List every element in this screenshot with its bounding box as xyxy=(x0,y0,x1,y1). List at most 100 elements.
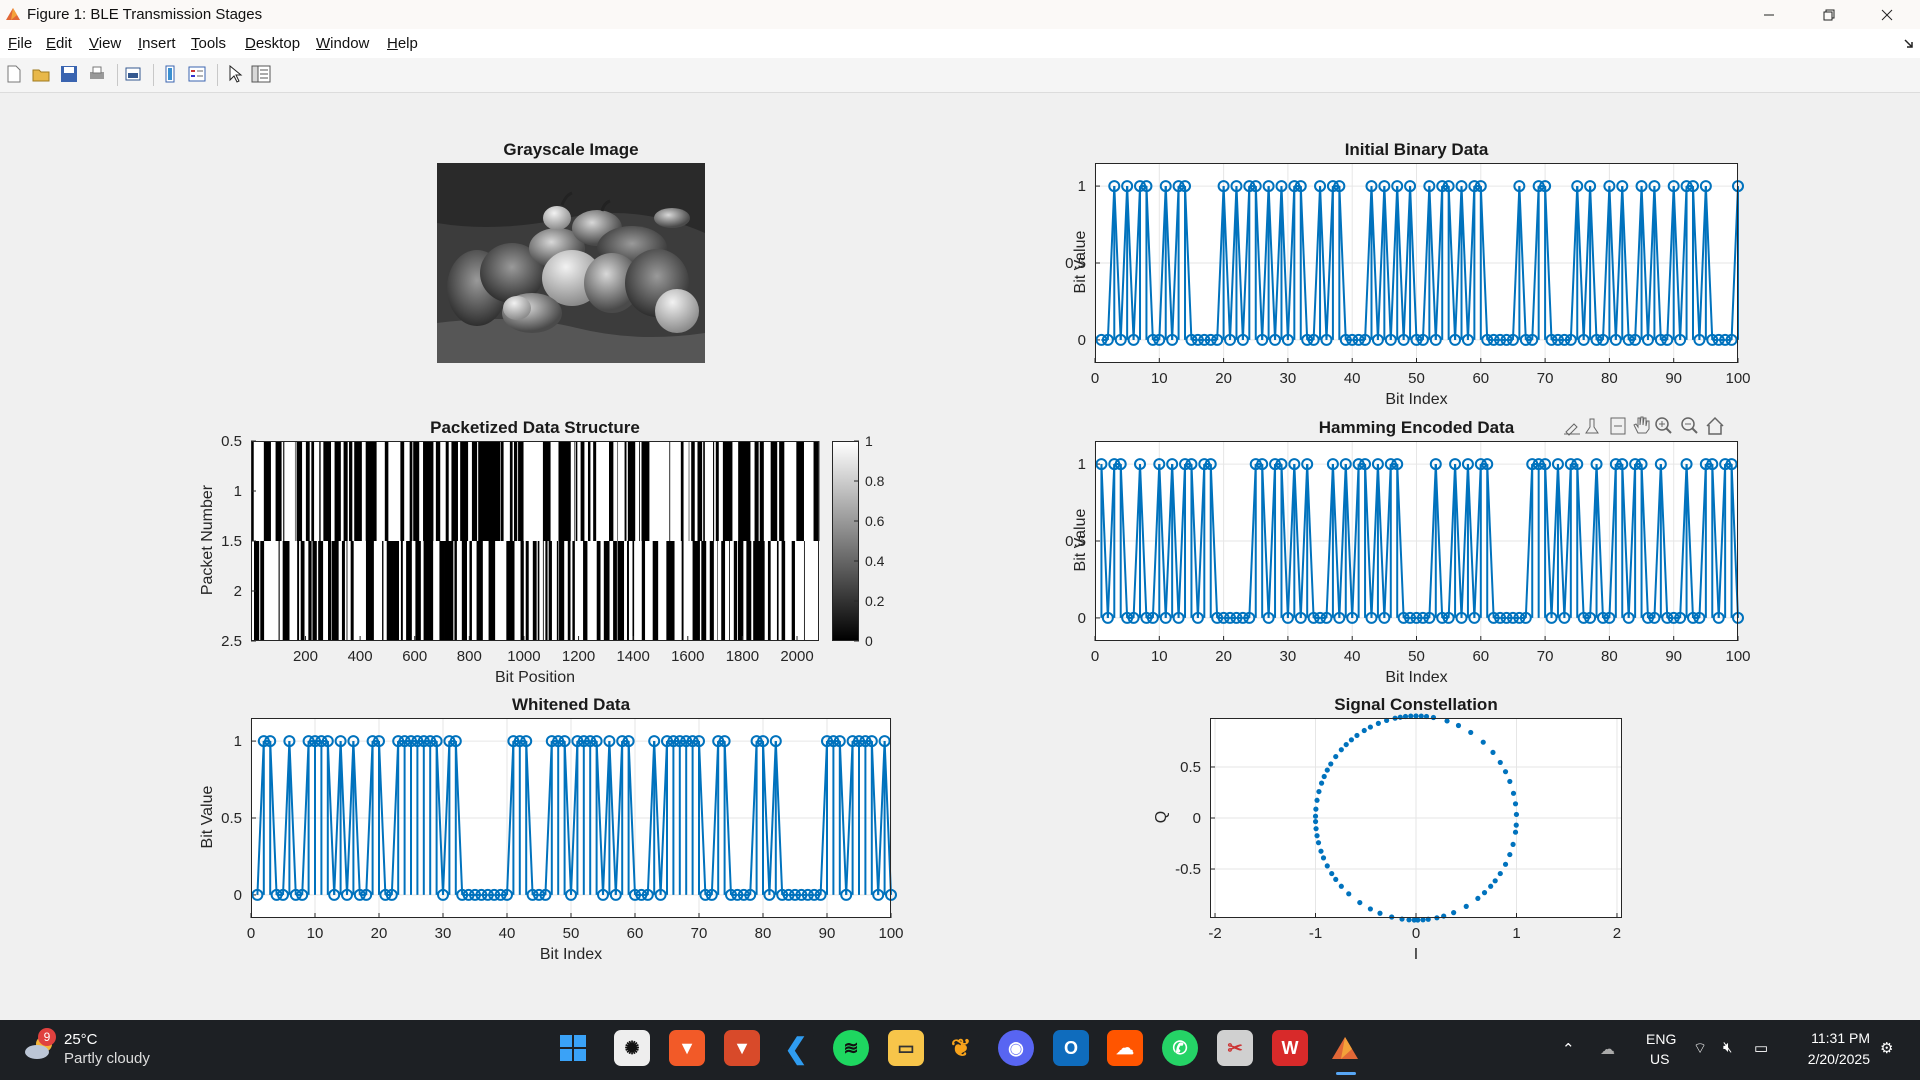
heatmap-cell xyxy=(697,441,701,541)
notification-icon[interactable]: ⚙ xyxy=(1880,1040,1894,1057)
whitened-xlabel: Bit Index xyxy=(539,946,603,963)
minimize-button[interactable] xyxy=(1740,0,1798,29)
brush-icon[interactable] xyxy=(1564,423,1580,436)
zoom-in-icon[interactable] xyxy=(1655,417,1672,434)
property-inspector-icon[interactable] xyxy=(250,63,272,85)
brave-icon[interactable]: ▼ xyxy=(669,1030,705,1066)
stem-marker xyxy=(1185,333,1198,346)
soundcloud-icon[interactable]: ☁ xyxy=(1107,1030,1143,1066)
edit-plot-icon[interactable] xyxy=(224,63,246,85)
whitened-axes[interactable]: 0 10 20 30 40 50 60 70 80 90 100 0 0.5 1 xyxy=(221,718,904,942)
mute-speaker-icon[interactable]: 🔇︎ xyxy=(1723,1039,1733,1056)
x-tick-label: 50 xyxy=(1408,648,1425,665)
stem-marker xyxy=(1314,180,1327,193)
stem-connector xyxy=(365,741,374,895)
stem-connector xyxy=(1634,186,1643,340)
onedrive-icon[interactable]: ☁ xyxy=(1600,1041,1615,1058)
colorbar-tick-label: 0.2 xyxy=(865,593,885,609)
whatsapp-icon[interactable]: ✆ xyxy=(1162,1030,1198,1066)
heatmap-cell xyxy=(491,441,494,541)
heatmap-cell xyxy=(770,541,775,641)
stem-connector xyxy=(1460,464,1469,618)
heatmap-cell xyxy=(735,441,739,541)
open-file-icon[interactable] xyxy=(30,63,52,85)
grayscale-image-axes[interactable] xyxy=(437,163,705,363)
x-tick-label: 10 xyxy=(1151,648,1168,665)
heatmap-cell xyxy=(498,541,503,641)
stem-marker xyxy=(264,735,277,748)
heatmap-cell xyxy=(463,441,468,541)
snipping-tool-icon[interactable]: ✂ xyxy=(1217,1030,1253,1066)
menu-edit[interactable]: Edit xyxy=(46,35,72,52)
heatmap-cell xyxy=(755,441,760,541)
discord-icon[interactable]: ◉ xyxy=(998,1030,1034,1066)
menu-view[interactable]: View xyxy=(89,35,122,52)
save-icon[interactable] xyxy=(58,63,80,85)
menu-tools[interactable]: Tools xyxy=(191,35,227,52)
colorbar-icon[interactable] xyxy=(159,63,181,85)
stem-marker xyxy=(622,735,635,748)
weather-temp[interactable]: 25°C xyxy=(64,1031,98,1048)
matlab-icon[interactable] xyxy=(1327,1030,1363,1066)
heatmap-cell xyxy=(637,541,639,641)
print-preview-icon[interactable] xyxy=(122,63,144,85)
heatmap-cell xyxy=(718,441,724,541)
language-line2[interactable]: US xyxy=(1650,1051,1670,1067)
stem-connector xyxy=(563,741,572,895)
close-button[interactable] xyxy=(1858,0,1916,29)
file-explorer-icon[interactable]: ▭ xyxy=(888,1030,924,1066)
data-tips-icon[interactable] xyxy=(1585,418,1599,434)
fl-studio-icon[interactable]: ❦ xyxy=(943,1030,979,1066)
heatmap-cell xyxy=(778,541,782,641)
rotate-icon[interactable] xyxy=(1610,417,1626,435)
brave-beta-icon[interactable]: ▼ xyxy=(724,1030,760,1066)
language-line1[interactable]: ENG xyxy=(1646,1031,1677,1047)
stem-marker xyxy=(1217,611,1230,624)
print-icon[interactable] xyxy=(86,63,108,85)
hamming-axes[interactable]: 0 10 20 30 40 50 60 70 80 90 100 0 0.5 1 xyxy=(1065,441,1751,665)
start-icon[interactable] xyxy=(555,1030,591,1066)
wifi-icon[interactable]: ⌔ xyxy=(1693,1040,1708,1057)
weather-desc[interactable]: Partly cloudy xyxy=(64,1050,150,1067)
toolbar-separator xyxy=(117,64,118,86)
zoom-out-icon[interactable] xyxy=(1681,417,1698,434)
chevron-up-icon[interactable]: ⌃ xyxy=(1562,1041,1575,1058)
chatgpt-icon[interactable]: ✺ xyxy=(614,1030,650,1066)
heatmap-cell xyxy=(798,541,802,641)
menu-desktop[interactable]: Desktop xyxy=(245,35,301,52)
heatmap-cell xyxy=(433,441,436,541)
pan-icon[interactable] xyxy=(1633,416,1650,434)
restore-button[interactable] xyxy=(1800,0,1858,29)
new-figure-icon[interactable] xyxy=(3,63,25,85)
dock-arrow-icon[interactable] xyxy=(1904,36,1914,54)
stem-marker xyxy=(1648,611,1661,624)
packetized-axes[interactable]: 200 400 600 800 1000 1200 1400 1600 1800 2000 0.5 1… xyxy=(221,433,820,665)
outlook-icon[interactable]: O xyxy=(1053,1030,1089,1066)
clock-time[interactable]: 11:31 PM xyxy=(1811,1030,1870,1046)
stem-marker xyxy=(840,888,853,901)
home-icon[interactable] xyxy=(1706,416,1724,435)
colorbar[interactable]: 0 0.2 0.4 0.6 0.8 1 xyxy=(832,433,892,649)
stem-marker xyxy=(1134,180,1147,193)
initial-binary-axes[interactable]: 0 10 20 30 40 50 60 70 80 90 100 0 0.5 1 xyxy=(1065,163,1751,387)
legend-icon[interactable] xyxy=(186,63,208,85)
constellation-axes[interactable]: -2 -1 0 1 2 -0.5 0 0.5 xyxy=(1175,713,1622,942)
stem-connector xyxy=(1209,464,1219,618)
constellation-point xyxy=(1406,917,1412,923)
spotify-icon[interactable]: ≋ xyxy=(833,1030,869,1066)
heatmap-cell xyxy=(639,441,641,541)
stem-marker xyxy=(1629,333,1642,346)
battery-icon[interactable]: ▭ xyxy=(1754,1040,1769,1057)
menu-file[interactable]: File xyxy=(8,35,33,52)
heatmap-cell xyxy=(495,441,500,541)
wps-office-icon[interactable]: W xyxy=(1272,1030,1308,1066)
title-bar[interactable]: Figure 1: BLE Transmission Stages xyxy=(0,0,1920,30)
heatmap-cell xyxy=(574,541,577,641)
menu-help[interactable]: Help xyxy=(387,35,418,52)
vscode-icon[interactable]: ❮ xyxy=(778,1030,814,1066)
menu-insert[interactable]: Insert xyxy=(138,35,176,52)
constellation-point xyxy=(1333,753,1339,760)
clock-date[interactable]: 2/20/2025 xyxy=(1807,1051,1870,1067)
heatmap-cell xyxy=(796,441,799,541)
menu-window[interactable]: Window xyxy=(316,35,370,52)
